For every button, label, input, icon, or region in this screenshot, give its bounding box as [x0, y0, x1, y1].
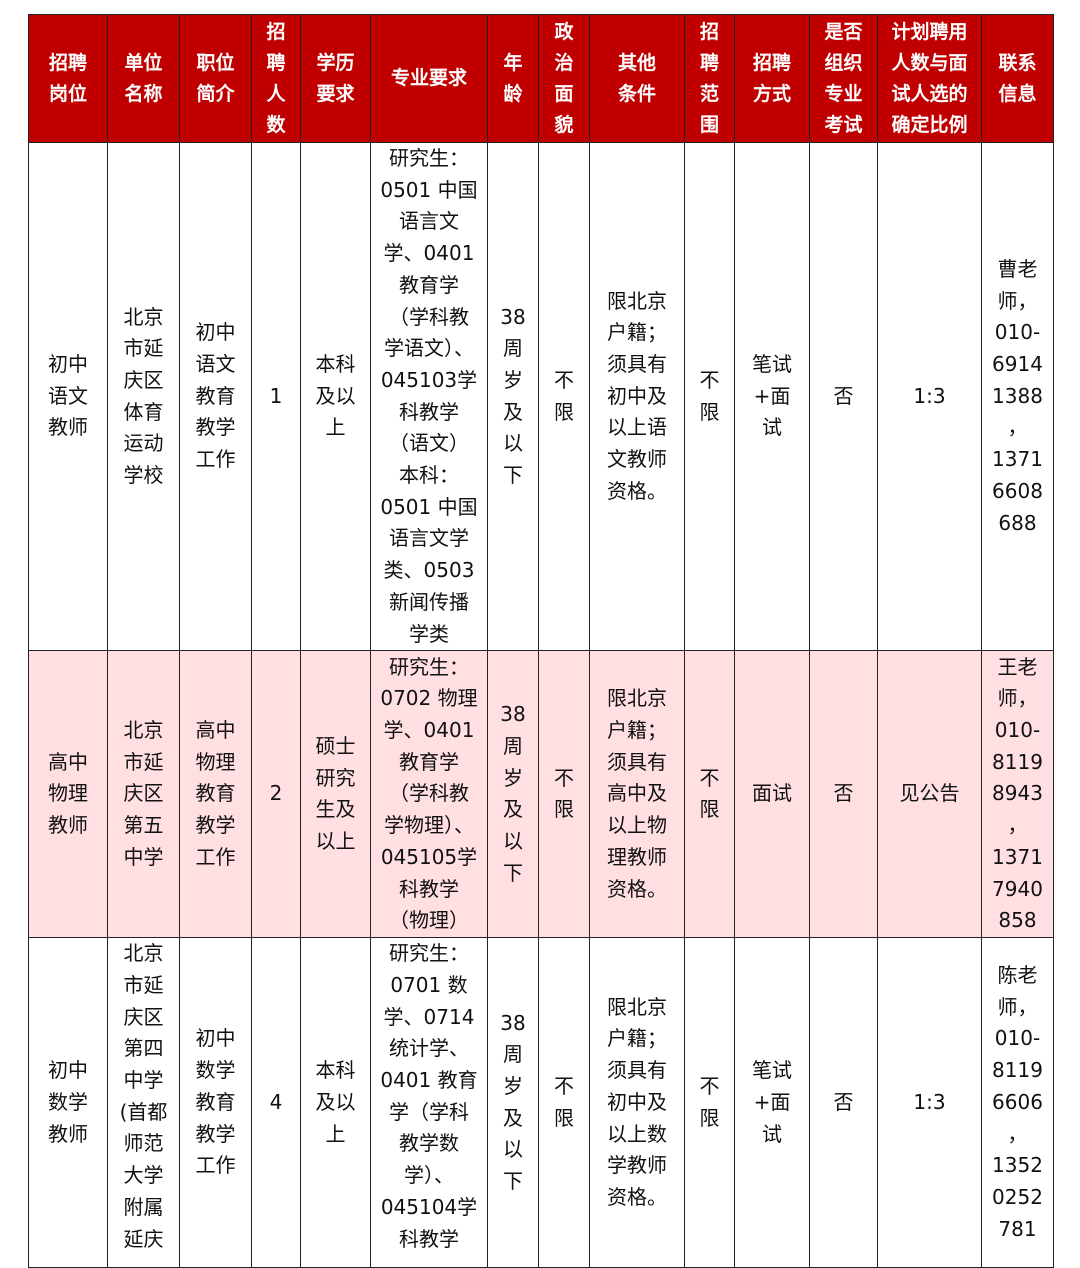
cell-major-requirements: 研究生： 0501 中国 语言文 学、0401 教育学 （学科教 学语文）、 0… [370, 141, 488, 652]
cell-unit-name: 北京 市延 庆区 第四 中学 (首都 师范 大学 附属 延庆 [107, 937, 180, 1268]
cell-contact-info: 陈老 师， 010- 8119 6606 ， 1352 0252 781 [981, 937, 1054, 1268]
header-political-status: 政 治 面 貌 [538, 14, 590, 143]
header-recruitment-method: 招聘 方式 [734, 14, 810, 143]
header-position: 招聘 岗位 [28, 14, 108, 143]
cell-headcount: 1 [251, 141, 301, 652]
cell-unit-name: 北京 市延 庆区 体育 运动 学校 [107, 141, 180, 652]
cell-age: 38 周 岁 及 以 下 [487, 650, 539, 939]
cell-political-status: 不 限 [538, 650, 590, 939]
cell-education: 本科 及以 上 [300, 937, 371, 1268]
cell-political-status: 不 限 [538, 141, 590, 652]
cell-recruitment-scope: 不 限 [684, 937, 735, 1268]
cell-recruitment-scope: 不 限 [684, 650, 735, 939]
cell-age: 38 周 岁 及 以 下 [487, 937, 539, 1268]
cell-job-description: 初中 数学 教育 教学 工作 [179, 937, 252, 1268]
cell-job-description: 初中 语文 教育 教学 工作 [179, 141, 252, 652]
cell-professional-exam: 否 [809, 650, 878, 939]
cell-position: 初中 语文 教师 [28, 141, 108, 652]
cell-other-conditions: 限北京 户籍； 须具有 高中及 以上物 理教师 资格。 [589, 650, 685, 939]
recruitment-table: 招聘 岗位 单位 名称 职位 简介招 聘 人 数学历 要求 专业要求年 龄政 治 面 … [28, 14, 1054, 1268]
cell-professional-exam: 否 [809, 141, 878, 652]
cell-education: 硕士 研究 生及 以上 [300, 650, 371, 939]
header-recruitment-scope: 招 聘 范 围 [684, 14, 735, 143]
header-unit-name: 单位 名称 [107, 14, 180, 143]
header-age: 年 龄 [487, 14, 539, 143]
cell-recruitment-method: 笔试 +面 试 [734, 937, 810, 1268]
cell-interview-ratio: 1:3 [877, 937, 982, 1268]
header-job-description: 职位 简介 [179, 14, 252, 143]
table-row: 初中 语文 教师 北京 市延 庆区 体育 运动 学校 初中 语文 教育 教学 工作 1… [28, 141, 1054, 652]
cell-interview-ratio: 见公告 [877, 650, 982, 939]
table-row: 初中 数学 教师 北京 市延 庆区 第四 中学 (首都 师范 大学 附属 延庆 初中… [28, 937, 1054, 1268]
cell-professional-exam: 否 [809, 937, 878, 1268]
cell-job-description: 高中 物理 教育 教学 工作 [179, 650, 252, 939]
header-contact-info: 联系 信息 [981, 14, 1054, 143]
cell-contact-info: 王老 师， 010- 8119 8943 ， 1371 7940 858 [981, 650, 1054, 939]
cell-recruitment-scope: 不 限 [684, 141, 735, 652]
cell-recruitment-method: 面试 [734, 650, 810, 939]
cell-headcount: 2 [251, 650, 301, 939]
cell-political-status: 不 限 [538, 937, 590, 1268]
cell-interview-ratio: 1:3 [877, 141, 982, 652]
cell-unit-name: 北京 市延 庆区 第五 中学 [107, 650, 180, 939]
cell-position: 初中 数学 教师 [28, 937, 108, 1268]
cell-other-conditions: 限北京 户籍； 须具有 初中及 以上语 文教师 资格。 [589, 141, 685, 652]
header-professional-exam: 是否 组织 专业 考试 [809, 14, 878, 143]
cell-age: 38 周 岁 及 以 下 [487, 141, 539, 652]
cell-other-conditions: 限北京 户籍； 须具有 初中及 以上数 学教师 资格。 [589, 937, 685, 1268]
header-headcount: 招 聘 人 数 [251, 14, 301, 143]
cell-position: 高中 物理 教师 [28, 650, 108, 939]
cell-education: 本科 及以 上 [300, 141, 371, 652]
cell-recruitment-method: 笔试 +面 试 [734, 141, 810, 652]
cell-major-requirements: 研究生： 0701 数 学、0714 统计学、 0401 教育 学（学科 教学数… [370, 937, 488, 1268]
header-interview-ratio: 计划聘用 人数与面 试人选的 确定比例 [877, 14, 982, 143]
header-major-requirements: 专业要求 [370, 14, 488, 143]
table-row: 高中 物理 教师 北京 市延 庆区 第五 中学 高中 物理 教育 教学 工作 2 硕士 … [28, 650, 1054, 939]
header-other-conditions: 其他 条件 [589, 14, 685, 143]
cell-contact-info: 曹老 师， 010- 6914 1388 ， 1371 6608 688 [981, 141, 1054, 652]
cell-headcount: 4 [251, 937, 301, 1268]
header-row: 招聘 岗位 单位 名称 职位 简介招 聘 人 数学历 要求 专业要求年 龄政 治 面 … [28, 14, 1054, 143]
header-education: 学历 要求 [300, 14, 371, 143]
cell-major-requirements: 研究生： 0702 物理 学、0401 教育学 （学科教 学物理）、 04510… [370, 650, 488, 939]
